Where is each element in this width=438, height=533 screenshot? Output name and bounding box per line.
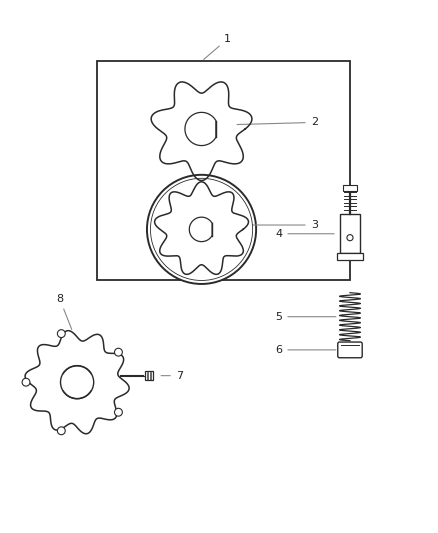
Polygon shape — [25, 330, 129, 434]
Text: 8: 8 — [56, 294, 72, 329]
FancyBboxPatch shape — [338, 342, 362, 358]
Circle shape — [114, 348, 122, 356]
FancyBboxPatch shape — [343, 185, 357, 191]
Text: 1: 1 — [204, 34, 231, 60]
Polygon shape — [189, 217, 212, 241]
Circle shape — [347, 235, 353, 241]
Text: 6: 6 — [276, 345, 336, 355]
Text: 2: 2 — [237, 117, 318, 127]
FancyBboxPatch shape — [145, 372, 153, 380]
Circle shape — [60, 366, 94, 399]
FancyBboxPatch shape — [337, 253, 363, 260]
Circle shape — [57, 330, 65, 337]
Text: 7: 7 — [161, 370, 183, 381]
Text: 3: 3 — [246, 220, 318, 230]
Polygon shape — [185, 112, 216, 146]
Circle shape — [150, 179, 253, 280]
Text: 4: 4 — [275, 229, 334, 239]
Circle shape — [22, 378, 30, 386]
FancyBboxPatch shape — [97, 61, 350, 280]
FancyBboxPatch shape — [339, 214, 360, 253]
Circle shape — [114, 408, 122, 416]
Circle shape — [57, 427, 65, 435]
Text: 5: 5 — [276, 312, 336, 322]
Circle shape — [147, 175, 256, 284]
